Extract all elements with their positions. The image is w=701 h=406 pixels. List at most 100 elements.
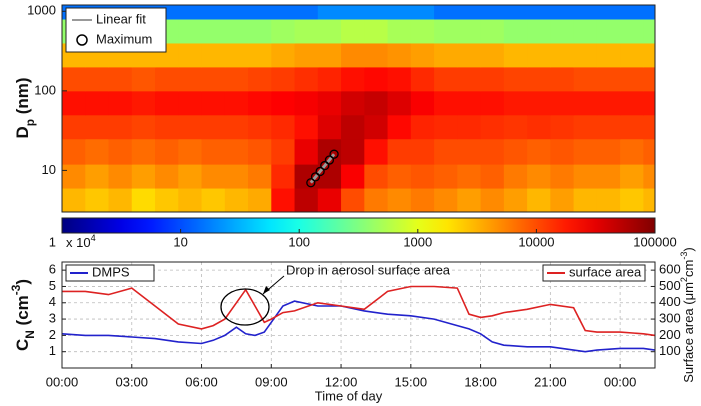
heat-cell — [294, 42, 319, 68]
heat-cell — [294, 114, 319, 140]
heat-cell — [131, 90, 156, 116]
colorbar-tick-label: 100000 — [633, 234, 676, 249]
y-axis-label: CN (cm-3) — [9, 279, 37, 351]
heat-cell — [224, 42, 249, 68]
heat-cell — [434, 114, 458, 140]
heat-cell — [596, 66, 621, 92]
y-axis-label-part: p — [23, 119, 37, 126]
heat-cell — [178, 138, 203, 165]
heat-cell — [573, 66, 598, 92]
heat-cell — [503, 138, 528, 165]
legend-label: surface area — [569, 264, 642, 279]
heat-cell — [643, 90, 656, 116]
heat-cell — [527, 66, 551, 92]
heat-cell — [85, 138, 110, 165]
heat-cell — [620, 188, 644, 213]
heat-cell — [550, 19, 575, 44]
legend-box — [65, 264, 155, 282]
heat-cell — [178, 164, 203, 189]
heat-cell — [201, 42, 226, 68]
heat-cell — [527, 188, 551, 213]
y-tick-label: 3 — [49, 311, 56, 326]
y-axis-label-part: D — [13, 126, 32, 138]
highlight-ellipse — [220, 288, 270, 326]
y-axis-label-part: -3 — [9, 284, 23, 295]
heat-cell — [480, 114, 505, 140]
heat-cell — [155, 90, 179, 116]
maximum-marker — [315, 166, 325, 177]
heat-cell — [503, 188, 528, 213]
y-tick-label: 6 — [49, 262, 56, 277]
heat-cell — [85, 66, 110, 92]
heat-cell — [480, 138, 505, 165]
heat-cell — [527, 19, 551, 44]
plot-frame — [61, 4, 656, 213]
y2-tick-label: 400 — [659, 294, 681, 309]
heat-cell — [620, 164, 644, 189]
heat-cell — [550, 114, 575, 140]
heat-cell — [224, 114, 249, 140]
heat-cell — [364, 164, 389, 189]
heat-cell — [503, 5, 528, 20]
maximum-marker — [324, 155, 335, 165]
heat-cell — [341, 188, 365, 213]
x-tick-label: 06:00 — [185, 374, 218, 389]
heat-cell — [364, 5, 389, 20]
heat-cell — [364, 90, 389, 116]
colorbar-tick-label: 100 — [288, 234, 310, 249]
arrow-head — [263, 286, 270, 294]
heat-cell — [527, 164, 551, 189]
y-axis-label-part: C — [13, 339, 32, 351]
heat-cell — [573, 19, 598, 44]
heat-cell — [364, 66, 389, 92]
heat-cell — [387, 19, 412, 44]
legend-label: Maximum — [96, 31, 152, 46]
heat-cell — [271, 164, 296, 189]
heat-cell — [178, 114, 203, 140]
heat-cell — [248, 5, 272, 20]
heat-cell — [248, 90, 272, 116]
heat-cell — [550, 42, 575, 68]
x-tick-label: 09:00 — [255, 374, 288, 389]
heat-cell — [271, 90, 296, 116]
heat-cell — [410, 5, 435, 20]
heat-cell — [201, 138, 226, 165]
x-tick-label: 21:00 — [534, 374, 567, 389]
heat-cell — [108, 164, 133, 189]
heat-cell — [480, 164, 505, 189]
heat-cell — [294, 90, 319, 116]
heat-cell — [201, 5, 226, 20]
y-tick-label: 1000 — [27, 3, 56, 18]
heat-cell — [224, 90, 249, 116]
heat-cell — [387, 114, 412, 140]
y-axis-label-part: (nm) — [13, 77, 32, 119]
axis-scale-factor-part: x 10 — [66, 235, 91, 250]
heat-cell — [457, 19, 482, 44]
heat-cell — [201, 19, 226, 44]
heat-cell — [457, 138, 482, 165]
heat-cell — [62, 114, 86, 140]
heat-cell — [108, 90, 133, 116]
heat-cell — [643, 19, 656, 44]
heat-cell — [573, 164, 598, 189]
heat-cell — [364, 19, 389, 44]
heat-cell — [341, 19, 365, 44]
heat-cell — [62, 138, 86, 165]
heat-cell — [62, 164, 86, 189]
x-tick-label: 00:00 — [46, 374, 79, 389]
heat-cell — [131, 164, 156, 189]
heat-cell — [457, 188, 482, 213]
series-line — [62, 285, 656, 337]
heat-cell — [294, 66, 319, 92]
heat-cell — [271, 42, 296, 68]
heat-cell — [271, 5, 296, 20]
heat-cell — [503, 90, 528, 116]
heat-cell — [364, 42, 389, 68]
heat-cell — [317, 5, 342, 20]
heat-cell — [271, 188, 296, 213]
heat-cell — [596, 42, 621, 68]
heat-cell — [62, 90, 86, 116]
colorbar-tick-label: 1000 — [403, 234, 432, 249]
heat-cell — [85, 188, 110, 213]
heat-cell — [434, 19, 458, 44]
